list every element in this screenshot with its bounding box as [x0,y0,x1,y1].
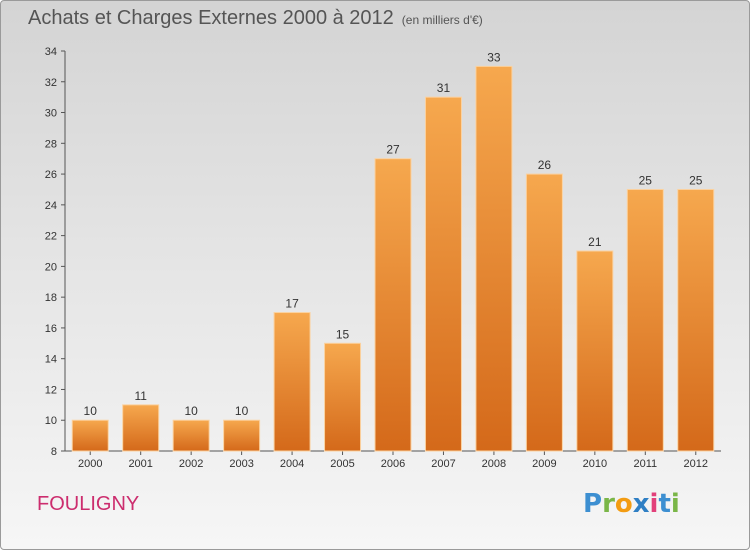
x-tick-label: 2006 [381,458,405,470]
x-tick-label: 2009 [532,458,556,470]
y-tick-label: 10 [45,415,57,427]
x-tick-label: 2001 [128,458,152,470]
y-tick-label: 12 [45,384,57,396]
y-tick-label: 18 [45,292,57,304]
bar [374,158,412,452]
y-tick-label: 30 [45,108,57,120]
bar [475,65,513,452]
bar-value-label: 15 [336,327,350,341]
x-tick-label: 2002 [179,458,203,470]
y-tick-label: 24 [45,200,57,212]
proxiti-logo: Proxiti [583,489,680,519]
logo-letter: i [649,489,659,519]
y-tick-label: 32 [45,77,57,89]
x-tick-label: 2005 [330,458,354,470]
bar-value-label: 11 [134,389,147,403]
bar-value-label: 10 [235,404,249,418]
bar [324,342,362,452]
bar-value-label: 25 [639,173,653,187]
x-tick-label: 2004 [280,458,304,470]
bar [576,250,614,452]
bar [424,96,462,452]
y-tick-label: 14 [45,354,57,366]
x-tick-label: 2000 [78,458,102,470]
bar [525,173,563,452]
bar-value-label: 21 [588,235,602,249]
bar-value-label: 33 [487,50,501,64]
y-tick-label: 26 [45,169,57,181]
x-tick-label: 2011 [633,458,657,470]
logo-letter: t [658,489,671,519]
logo-letter: r [602,489,615,519]
x-tick-label: 2012 [684,458,708,470]
logo-letter: o [614,489,633,519]
bar [273,312,311,452]
title-text: Achats et Charges Externes 2000 à 2012 [28,7,394,29]
y-tick-label: 8 [51,446,57,458]
chart-subtitle: (en milliers d'€) [401,13,483,27]
y-tick-label: 16 [45,323,57,335]
bar [626,188,664,452]
bar [677,188,715,452]
data-labels: 10 11 10 10 17 15 27 31 33 26 21 25 25 [84,50,703,418]
x-tick-label: 2007 [431,458,455,470]
bar [223,419,261,452]
y-tick-label: 34 [45,46,57,58]
bar-value-label: 27 [386,143,400,157]
y-tick-label: 28 [45,138,57,150]
bar-value-label: 17 [285,297,299,311]
bar-value-label: 10 [184,404,198,418]
bar-value-label: 26 [538,158,552,172]
bar [71,419,109,452]
bar-value-label: 25 [689,173,703,187]
chart-title: Achats et Charges Externes 2000 à 2012 (e… [28,7,483,30]
city-name: FOULIGNY [37,493,140,515]
y-tick-label: 20 [45,261,57,273]
bar [122,404,160,452]
logo-letter: P [583,489,603,519]
logo-letter: i [670,489,680,519]
logo-letter: x [632,489,650,519]
bars [71,65,715,452]
x-tick-label: 2008 [482,458,506,470]
bar [172,419,210,452]
x-tick-label: 2010 [583,458,607,470]
x-tick-label: 2003 [229,458,253,470]
bar-value-label: 10 [84,404,98,418]
bar-value-label: 31 [437,81,451,95]
y-tick-label: 22 [45,231,57,243]
